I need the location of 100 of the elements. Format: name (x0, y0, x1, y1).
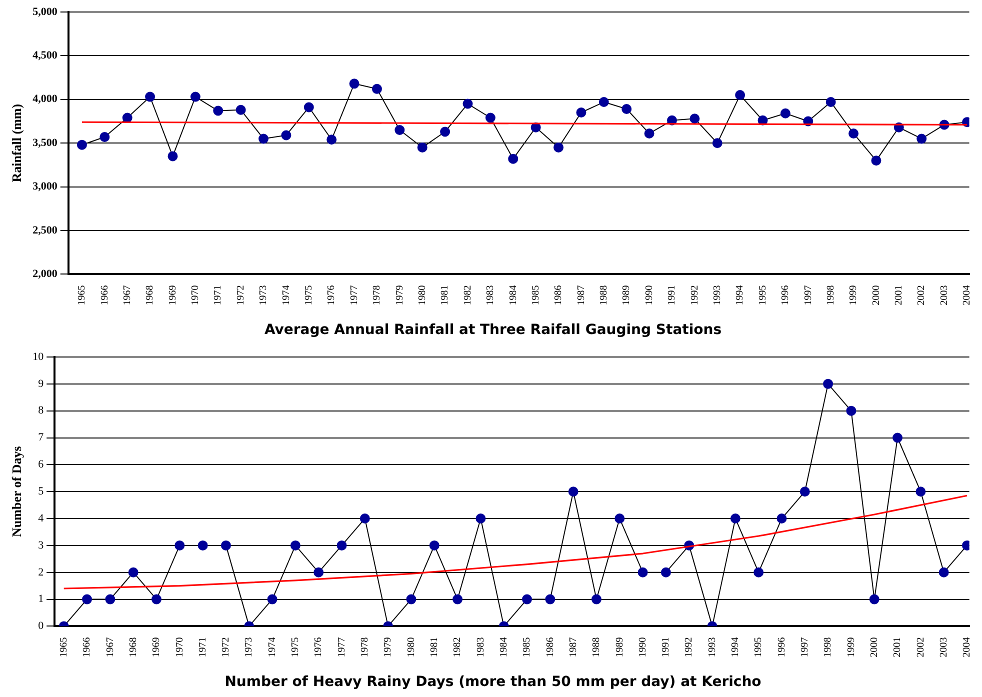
x-tick-label: 1982 (452, 637, 464, 658)
x-tick-label: 1976 (326, 285, 338, 306)
point (938, 567, 949, 578)
point (848, 128, 859, 138)
x-tick-label: 1992 (684, 637, 695, 658)
x-tick-label: 1997 (800, 637, 811, 658)
point (326, 134, 337, 145)
x-tick-label: 1966 (82, 637, 93, 658)
x-tick-label: 1973 (244, 637, 255, 658)
point (735, 90, 746, 100)
x-tick-label: 1981 (429, 637, 440, 658)
y-axis-title: Rainfall (mm) (9, 104, 24, 182)
x-tick-label: 2001 (894, 285, 905, 306)
x-tick-label: 1978 (372, 285, 383, 306)
x-tick-label: 1973 (258, 285, 270, 306)
point (892, 432, 903, 443)
x-tick-label: 1994 (730, 637, 742, 658)
x-tick-label: 1982 (462, 285, 474, 306)
point (258, 134, 269, 144)
point (476, 514, 486, 524)
y-tick-label: 4 (38, 512, 44, 524)
point (554, 142, 564, 152)
y-tick-label: 3 (38, 539, 44, 552)
point (754, 567, 764, 578)
y-axis-title: Number of Days (9, 446, 24, 537)
x-tick-label: 1999 (848, 285, 860, 306)
x-tick-label: 2004 (962, 285, 973, 306)
point (780, 108, 790, 118)
x-tick-label: 2002 (916, 285, 928, 306)
point (598, 97, 609, 108)
x-tick-label: 1993 (712, 285, 723, 306)
x-tick-label: 1979 (382, 637, 394, 658)
x-tick-label: 1972 (235, 285, 246, 306)
x-tick-label: 1994 (734, 285, 746, 306)
point (198, 540, 208, 550)
point (508, 154, 518, 164)
text: Average Annual Rainfall at Three Raifall Gauging Stations (264, 322, 722, 338)
x-tick-label: 1996 (780, 285, 792, 306)
x-tick-label: 1995 (757, 285, 768, 306)
point (168, 151, 178, 162)
x-tick-label: 1983 (485, 285, 496, 306)
point (82, 594, 92, 604)
y-tick-label: 4,500 (32, 50, 58, 62)
point (100, 132, 110, 142)
point (236, 104, 246, 115)
point (869, 594, 880, 604)
point (372, 84, 382, 94)
x-tick-label: 1978 (360, 637, 371, 658)
point (290, 540, 300, 550)
x-tick-label: 1997 (802, 285, 814, 306)
x-tick-label: 1987 (568, 637, 579, 658)
x-tick-label: 1995 (753, 637, 764, 658)
x-tick-label: 1986 (553, 285, 564, 306)
point (545, 594, 556, 604)
x-tick-label: 2002 (915, 637, 926, 658)
point (800, 486, 810, 497)
x-tick-label: 1971 (197, 637, 208, 658)
x-tick-label: 1968 (128, 637, 139, 658)
x-tick-label: 2004 (962, 637, 973, 658)
x-tick-label: 1999 (846, 637, 857, 658)
x-tick-label: 1975 (304, 285, 315, 306)
x-tick-label: 1970 (190, 285, 202, 306)
x-tick-label: 1989 (614, 637, 626, 658)
x-tick-label: 1988 (598, 285, 610, 306)
x-tick-label: 1970 (174, 637, 186, 658)
point (360, 514, 370, 524)
point (76, 140, 87, 150)
x-tick-label: 1990 (637, 637, 648, 658)
x-tick-label: 1968 (144, 285, 156, 306)
point (151, 594, 162, 604)
x-tick-label: 1977 (336, 637, 348, 658)
point (417, 142, 428, 152)
y-tick-label: 5 (38, 485, 44, 498)
x-tick-label: 1965 (58, 637, 70, 658)
x-tick-label: 1980 (406, 637, 417, 658)
y-tick-label: 1 (38, 593, 44, 606)
y-tick-label: 4,000 (32, 93, 58, 106)
x-tick-label: 1996 (776, 637, 788, 658)
point (485, 112, 496, 123)
point (145, 92, 156, 102)
x-tick-label: 1993 (706, 637, 718, 658)
y-tick-label: 8 (38, 404, 44, 417)
x-tick-label: 1979 (394, 285, 406, 306)
point (105, 594, 116, 604)
point (846, 406, 856, 416)
y-tick-label: 3,000 (32, 180, 58, 193)
point (190, 92, 200, 102)
x-tick-label: 1998 (822, 637, 834, 658)
y-tick-label: 2,500 (32, 224, 58, 236)
point (660, 567, 671, 578)
point (638, 567, 648, 578)
point (452, 594, 463, 604)
point (712, 138, 722, 148)
point (281, 130, 292, 140)
point (644, 128, 654, 138)
y-tick-label: 10 (32, 350, 44, 363)
x-tick-label: 2000 (868, 637, 880, 658)
point (568, 486, 578, 497)
point (174, 540, 185, 550)
point (336, 540, 347, 550)
